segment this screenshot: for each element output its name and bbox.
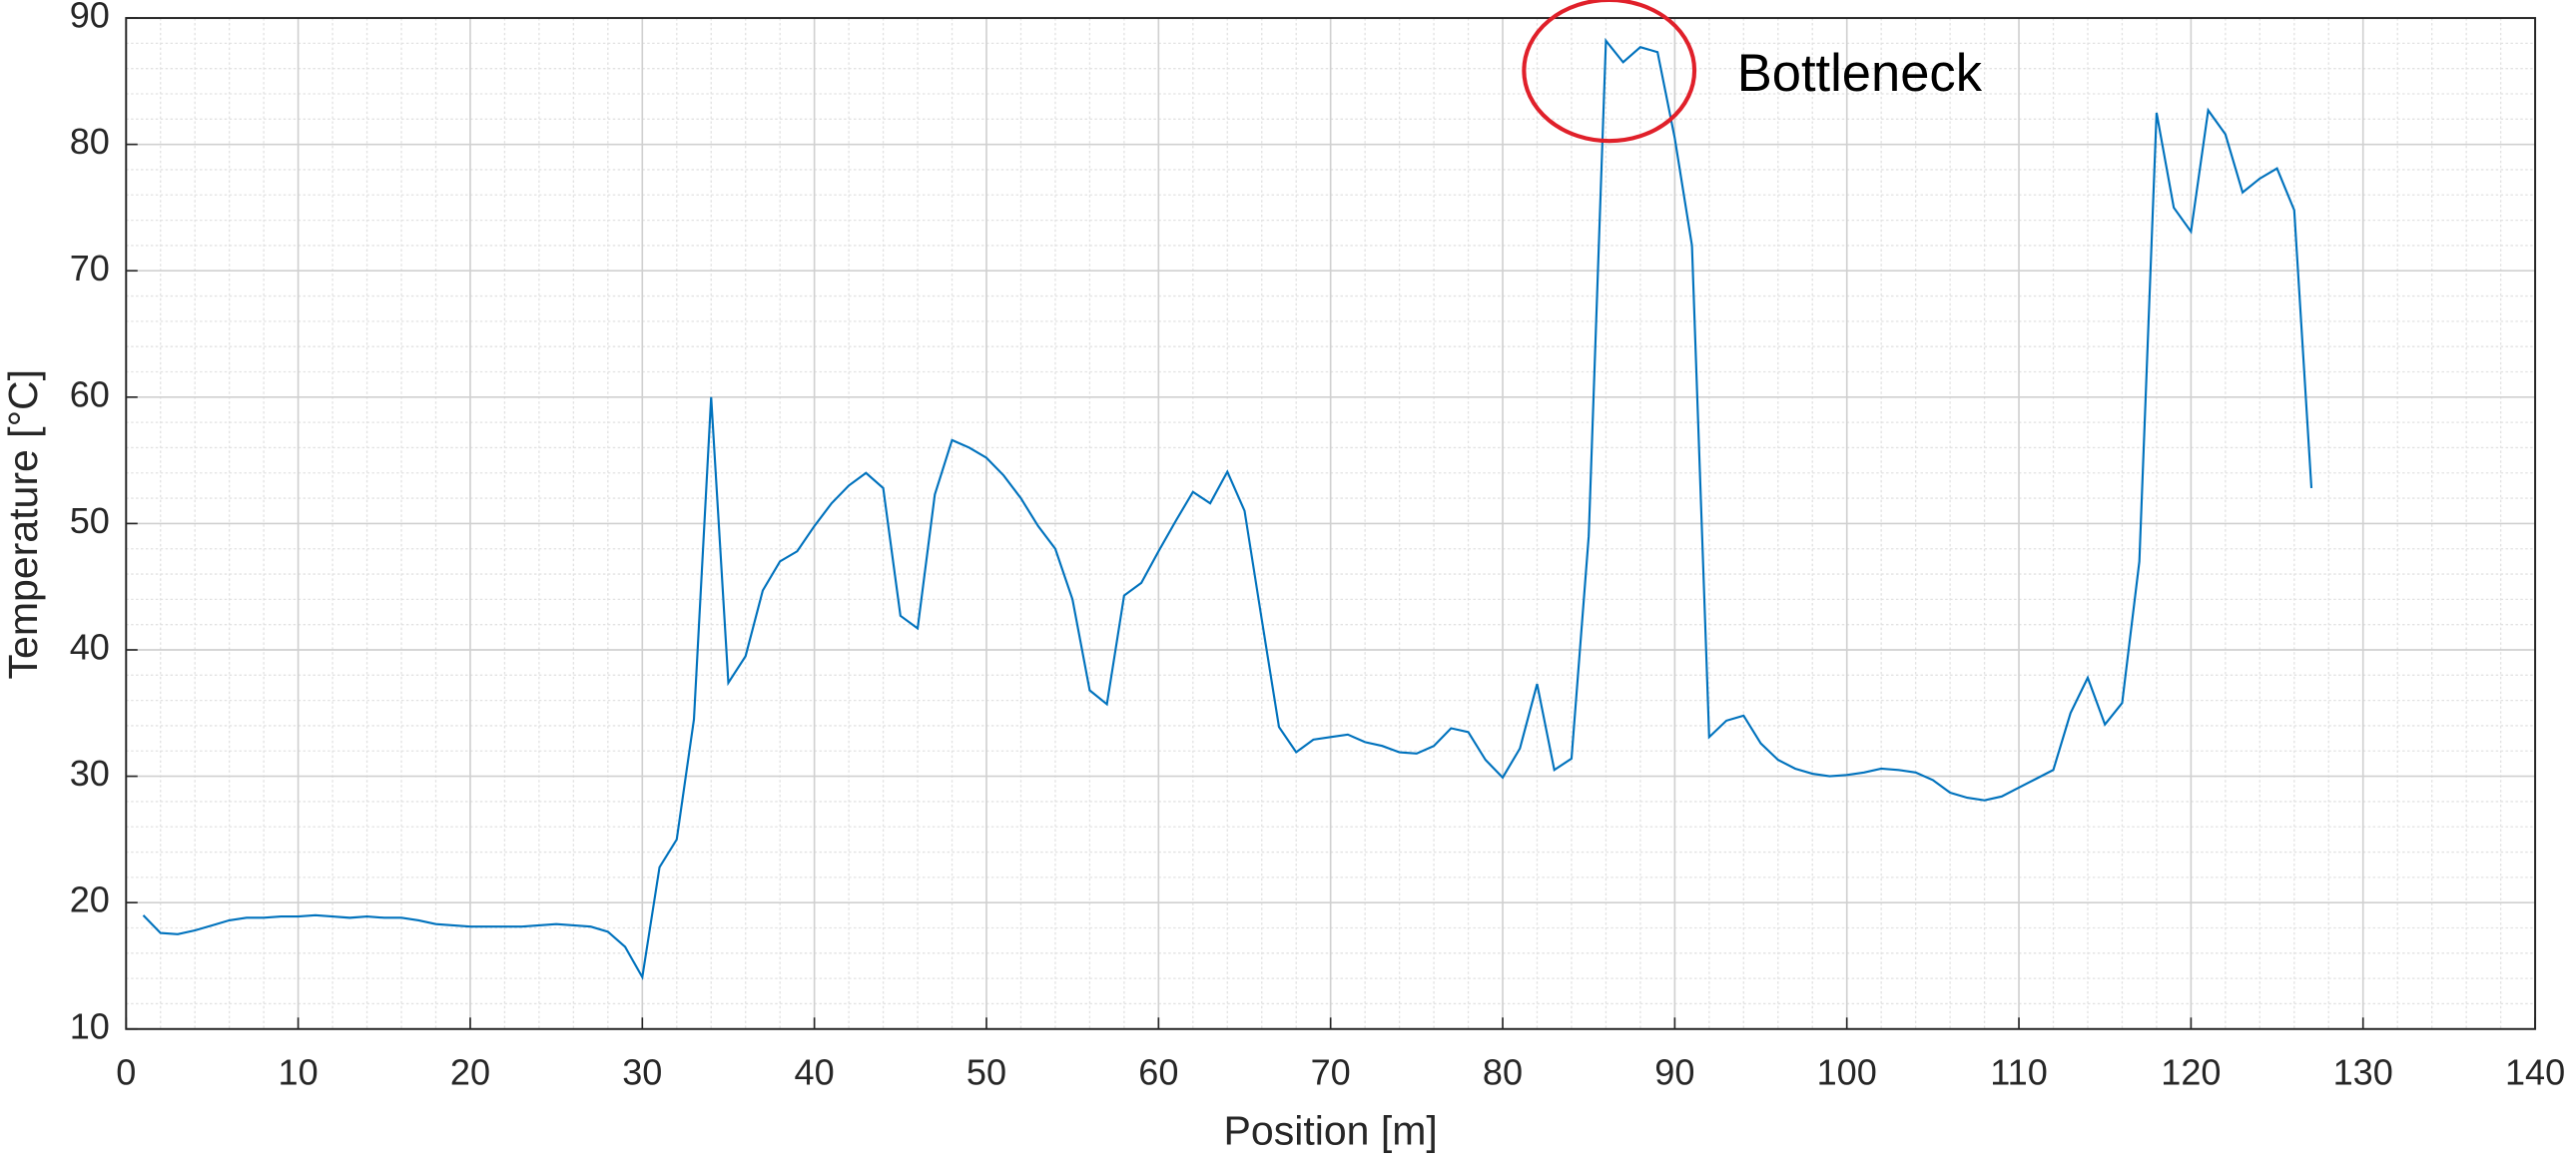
x-tick-label: 30 — [622, 1051, 662, 1092]
y-tick-label: 20 — [70, 879, 110, 920]
x-tick-label: 10 — [279, 1051, 319, 1092]
y-axis-label: Temperature [°C] — [0, 369, 46, 679]
y-tick-label: 70 — [70, 248, 110, 289]
y-tick-label: 30 — [70, 753, 110, 794]
y-tick-label: 90 — [70, 0, 110, 36]
x-tick-label: 130 — [2333, 1051, 2393, 1092]
x-tick-label: 40 — [795, 1051, 835, 1092]
x-axis-label: Position [m] — [1224, 1108, 1438, 1154]
x-tick-label: 110 — [1990, 1051, 2048, 1092]
y-tick-label: 60 — [70, 373, 110, 414]
x-tick-label: 140 — [2505, 1051, 2565, 1092]
annotation-circle — [1522, 0, 1697, 144]
x-tick-label: 0 — [116, 1051, 136, 1092]
x-tick-label: 100 — [1817, 1051, 1877, 1092]
background — [3, 0, 2573, 1165]
x-tick-label: 90 — [1654, 1051, 1694, 1092]
x-tick-label: 120 — [2161, 1051, 2221, 1092]
y-tick-label: 10 — [70, 1005, 110, 1046]
annotation: Bottleneck — [1737, 44, 1983, 103]
x-tick-label: 50 — [966, 1051, 1006, 1092]
x-tick-label: 80 — [1483, 1051, 1523, 1092]
x-tick-label: 70 — [1311, 1051, 1351, 1092]
x-tick-label: 60 — [1138, 1051, 1178, 1092]
y-tick-label: 40 — [70, 627, 110, 668]
x-tick-label: 20 — [450, 1051, 490, 1092]
line — [142, 37, 2313, 981]
plot — [142, 37, 2313, 981]
y-tick-label: 50 — [70, 500, 110, 541]
y-tick-label: 80 — [70, 121, 110, 162]
